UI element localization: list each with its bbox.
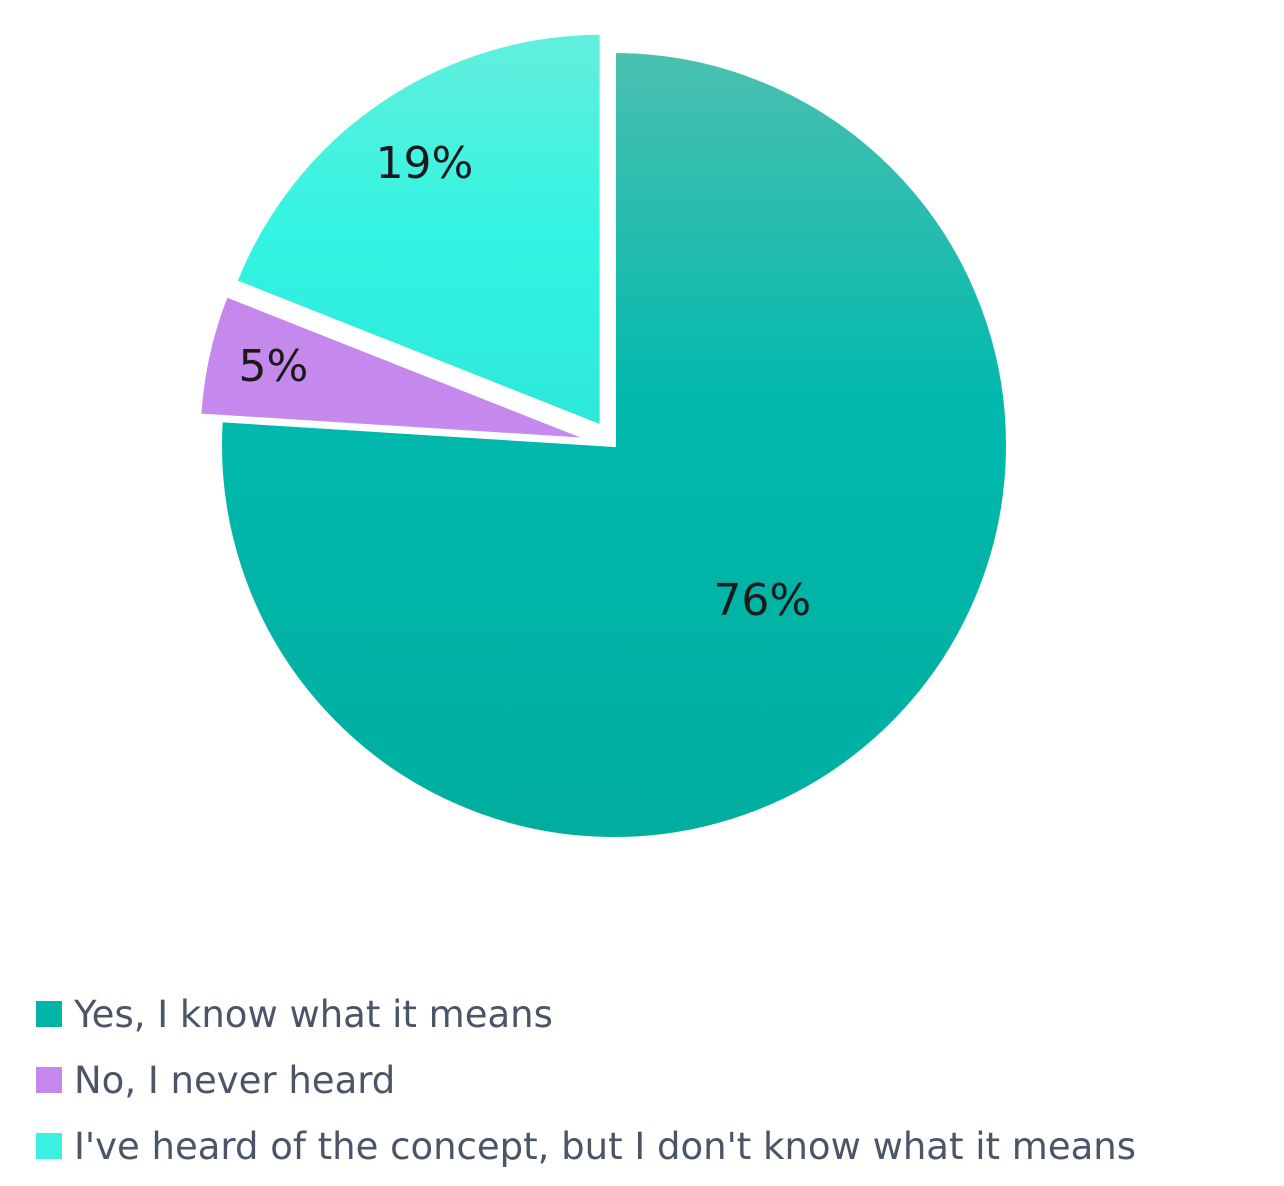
legend: Yes, I know what it means No, I never he… <box>36 988 1136 1186</box>
slice-data-label: 5% <box>238 341 308 392</box>
slice-heard[interactable] <box>232 30 604 430</box>
legend-label: No, I never heard <box>74 1058 396 1102</box>
legend-item-no[interactable]: No, I never heard <box>36 1054 1136 1106</box>
legend-label: Yes, I know what it means <box>74 992 553 1036</box>
pie-chart: 76% 5% 19% <box>197 30 1010 841</box>
legend-swatch-no <box>36 1067 62 1093</box>
slice-data-label: 76% <box>713 575 811 626</box>
slice-data-label: 19% <box>376 138 474 189</box>
slice-no[interactable] <box>197 292 594 443</box>
legend-swatch-yes <box>36 1001 62 1027</box>
legend-item-yes[interactable]: Yes, I know what it means <box>36 988 1136 1040</box>
legend-swatch-heard <box>36 1133 62 1159</box>
slice-yes[interactable] <box>218 48 1010 841</box>
legend-label: I've heard of the concept, but I don't k… <box>74 1124 1136 1168</box>
legend-item-heard[interactable]: I've heard of the concept, but I don't k… <box>36 1120 1136 1172</box>
